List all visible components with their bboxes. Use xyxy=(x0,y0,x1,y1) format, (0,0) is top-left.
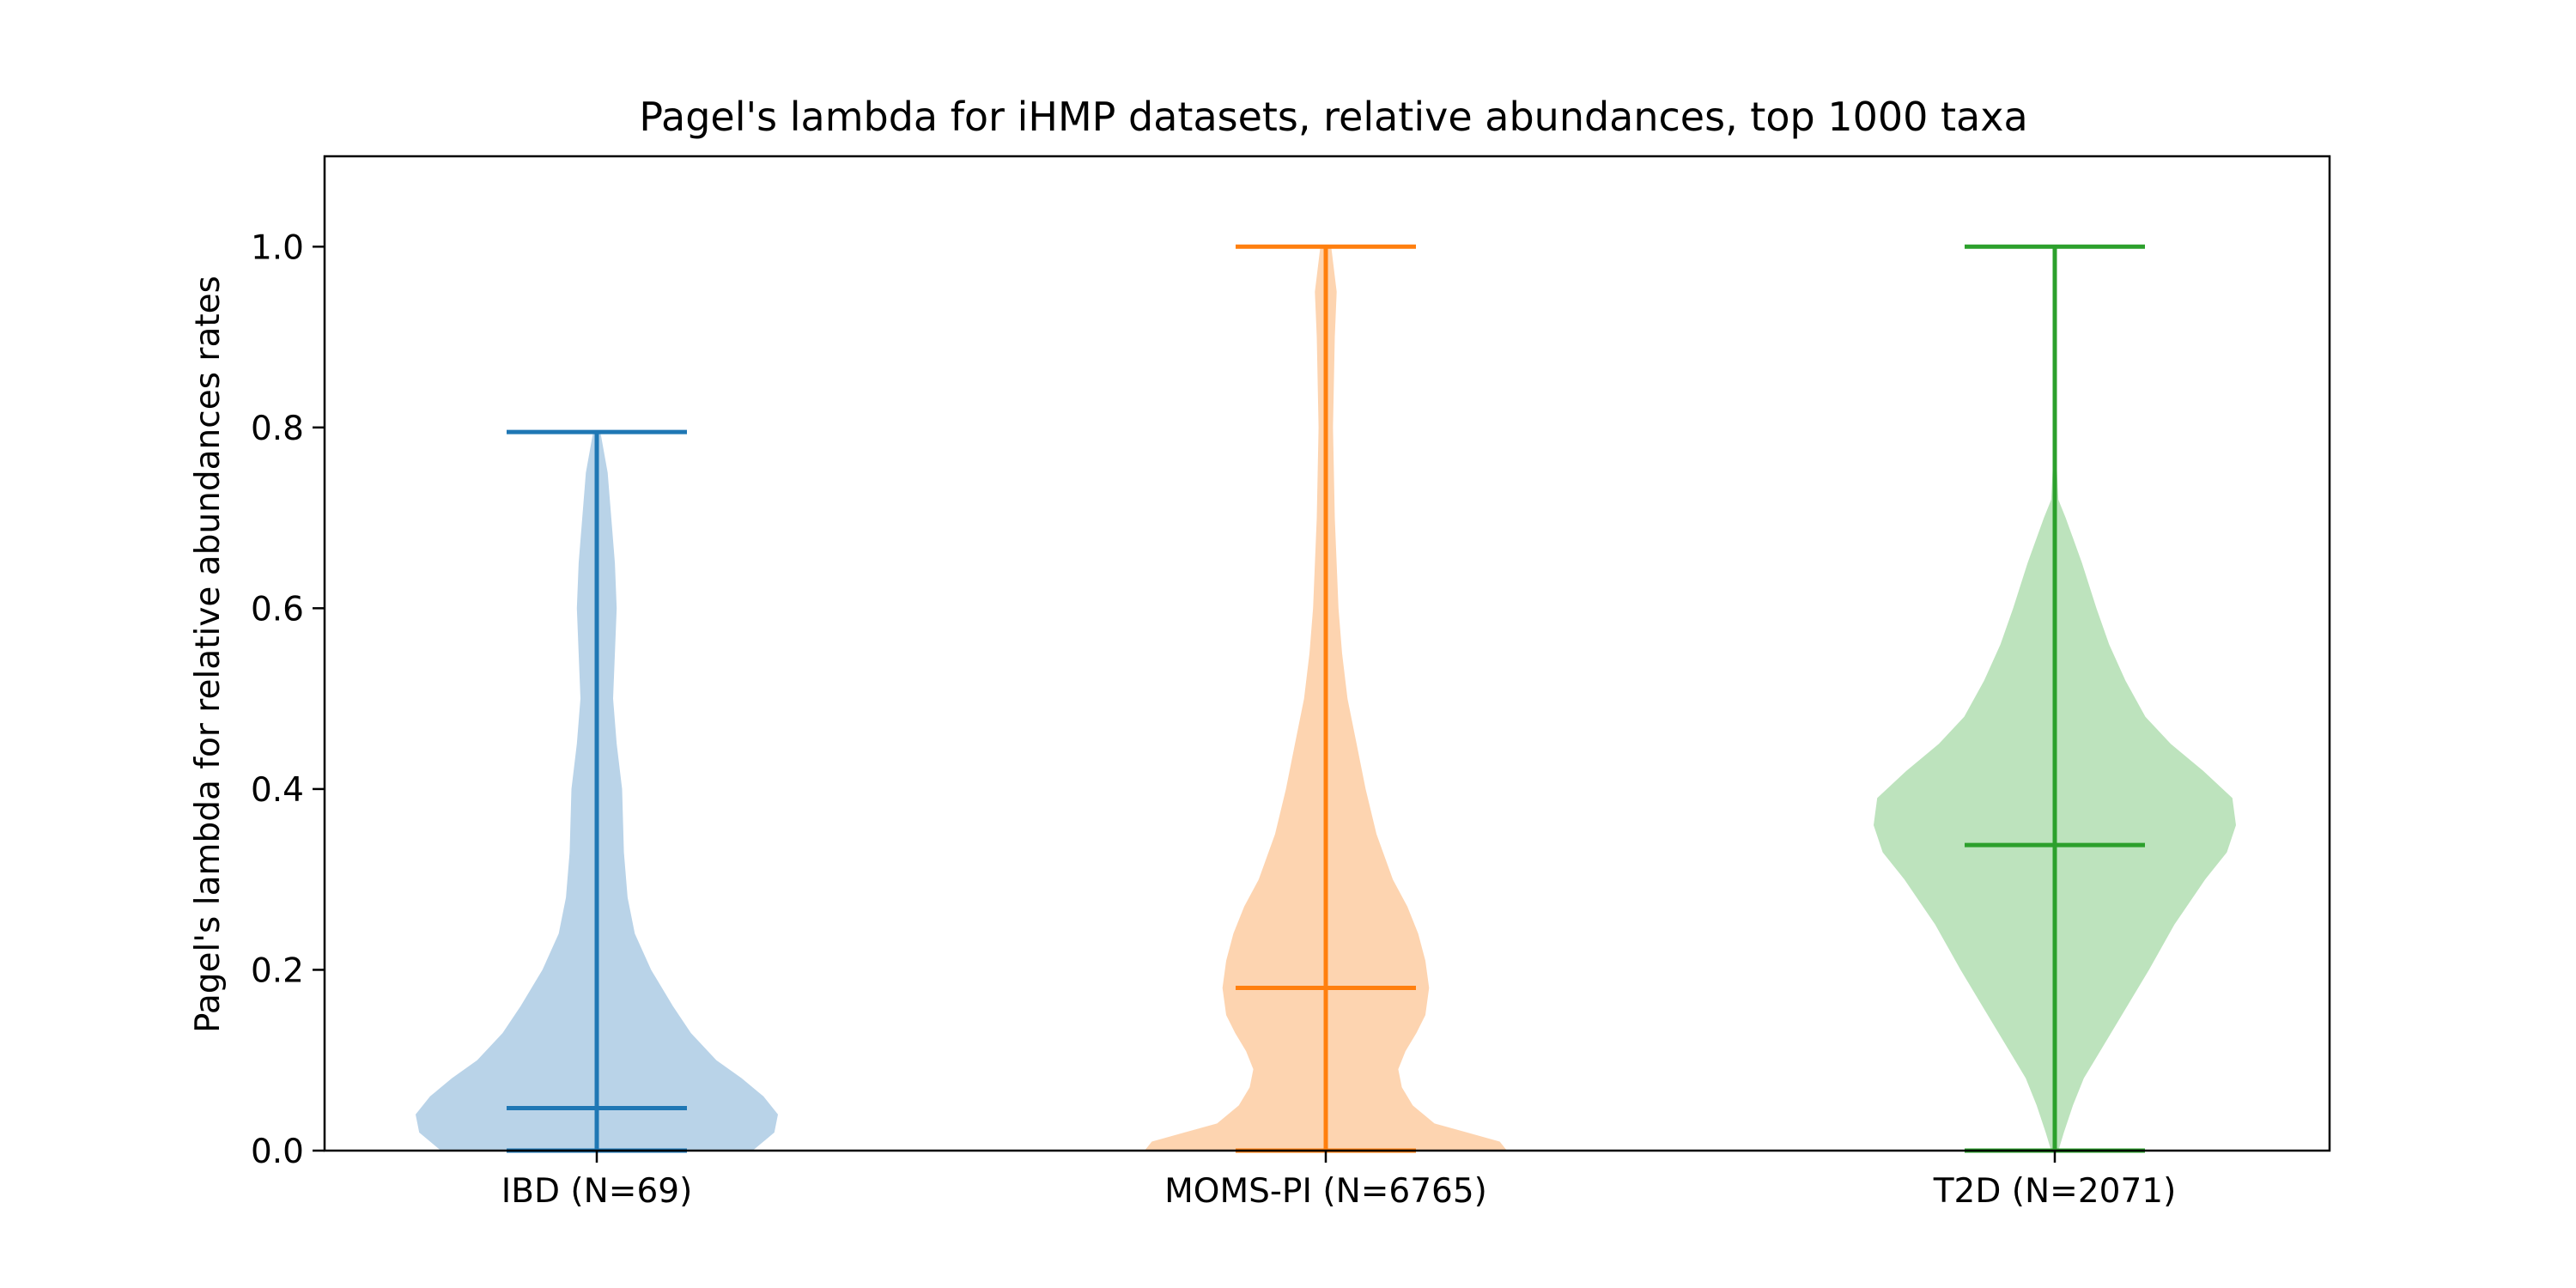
x-tick-label: MOMS-PI (N=6765) xyxy=(1164,1172,1487,1211)
y-tick-label: 0.4 xyxy=(251,771,304,810)
y-axis-label: Pagel's lambda for relative abundances r… xyxy=(189,276,228,1033)
y-tick-label: 1.0 xyxy=(251,228,304,267)
y-tick-label: 0.8 xyxy=(251,410,304,448)
x-tick-label: IBD (N=69) xyxy=(501,1172,693,1211)
y-tick-label: 0.6 xyxy=(251,590,304,629)
chart-title: Pagel's lambda for iHMP datasets, relati… xyxy=(639,94,2027,140)
violins-layer xyxy=(416,244,2236,1153)
y-tick-label: 0.2 xyxy=(251,951,304,990)
y-axis-ticks: 0.0 0.2 0.4 0.6 0.8 1.0 xyxy=(251,228,325,1171)
y-tick-label: 0.0 xyxy=(251,1133,304,1171)
plot-area-frame xyxy=(323,155,2331,1152)
x-axis-ticks: IBD (N=69) MOMS-PI (N=6765) T2D (N=2071) xyxy=(501,1151,2177,1211)
x-tick-label: T2D (N=2071) xyxy=(1933,1172,2177,1211)
